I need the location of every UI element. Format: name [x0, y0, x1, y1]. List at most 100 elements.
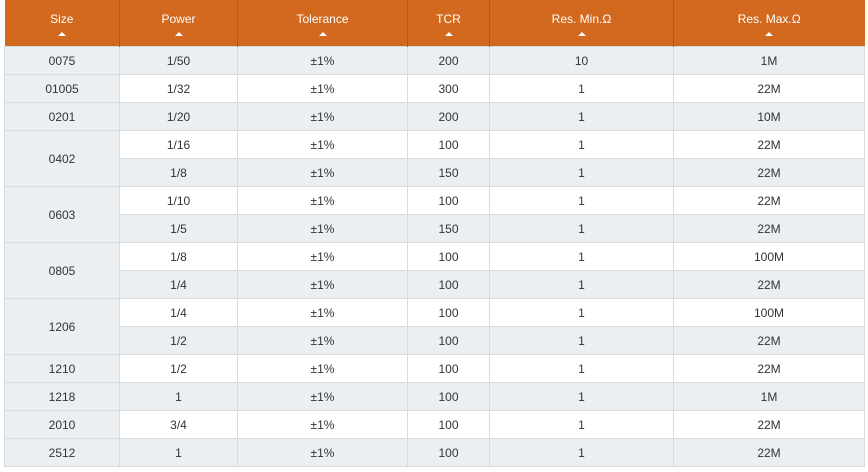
cell-tolerance: ±1%	[237, 354, 408, 383]
cell-tcr: 100	[407, 130, 490, 159]
sort-ascending-icon[interactable]	[577, 32, 586, 36]
cell-res-min: 1	[489, 186, 674, 215]
cell-power: 3/4	[119, 410, 238, 439]
cell-res-min: 1	[489, 242, 674, 271]
table-row: 0603 1/10 ±1% 100 1 22M	[4, 186, 865, 243]
column-header-tcr[interactable]: TCR	[407, 0, 490, 47]
cell-size: 1206	[4, 298, 120, 355]
cell-size: 0201	[4, 102, 120, 131]
cell-res-min: 1	[489, 158, 674, 187]
cell-res-min: 1	[489, 74, 674, 103]
column-header-res-max[interactable]: Res. Max.Ω	[673, 0, 865, 47]
table-row: 1/4 ±1% 100 1 22M	[5, 270, 865, 299]
column-header-label: Size	[50, 12, 74, 26]
table-row: 1206 1/4 ±1% 100 1 100M	[4, 298, 865, 355]
table-row: 01005 1/32 ±1% 300 1 22M	[4, 74, 865, 103]
column-header-power[interactable]: Power	[119, 0, 238, 47]
cell-tcr: 100	[407, 438, 490, 467]
cell-res-max: 22M	[673, 74, 865, 103]
cell-tolerance: ±1%	[237, 326, 408, 355]
cell-res-max: 22M	[673, 214, 865, 243]
cell-res-max: 22M	[673, 130, 865, 159]
header-row: Size Power Tolerance TCR Res. Min.Ω Res. Max.…	[4, 0, 865, 47]
cell-size: 2512	[4, 438, 120, 467]
cell-res-min: 1	[489, 298, 674, 327]
cell-tcr: 100	[407, 382, 490, 411]
cell-res-max: 100M	[673, 242, 865, 271]
cell-res-max: 10M	[673, 102, 865, 131]
cell-tcr: 300	[407, 74, 490, 103]
column-header-label: Tolerance	[296, 12, 349, 26]
table-row: 0201 1/20 ±1% 200 1 10M	[4, 102, 865, 131]
cell-res-min: 1	[489, 354, 674, 383]
cell-tolerance: ±1%	[237, 74, 408, 103]
cell-tolerance: ±1%	[237, 186, 408, 215]
cell-res-min: 1	[489, 382, 674, 411]
cell-power: 1	[119, 382, 238, 411]
cell-power: 1/2	[119, 354, 238, 383]
cell-tolerance: ±1%	[237, 242, 408, 271]
cell-tolerance: ±1%	[237, 382, 408, 411]
column-header-label: Res. Min.Ω	[551, 12, 612, 26]
cell-res-min: 1	[489, 410, 674, 439]
sort-ascending-icon[interactable]	[765, 32, 774, 36]
column-header-tolerance[interactable]: Tolerance	[237, 0, 408, 47]
cell-size: 01005	[4, 74, 120, 103]
table-row: 1/5 ±1% 150 1 22M	[5, 214, 865, 243]
cell-size: 1218	[4, 382, 120, 411]
table-header: Size Power Tolerance TCR Res. Min.Ω Res. Max.…	[4, 0, 865, 47]
cell-power: 1/16	[119, 130, 238, 159]
column-header-size[interactable]: Size	[4, 0, 120, 47]
table-row: 2010 3/4 ±1% 100 1 22M	[4, 410, 865, 439]
sort-ascending-icon[interactable]	[318, 32, 327, 36]
cell-res-max: 22M	[673, 410, 865, 439]
cell-res-min: 10	[489, 46, 674, 75]
cell-tolerance: ±1%	[237, 158, 408, 187]
cell-tcr: 100	[407, 354, 490, 383]
cell-tcr: 150	[407, 214, 490, 243]
cell-res-max: 22M	[673, 158, 865, 187]
cell-tolerance: ±1%	[237, 410, 408, 439]
sort-ascending-icon[interactable]	[57, 32, 66, 36]
column-header-label: Power	[161, 12, 196, 26]
cell-tolerance: ±1%	[237, 102, 408, 131]
cell-power: 1/10	[119, 186, 238, 215]
cell-power: 1/4	[119, 270, 238, 299]
cell-tcr: 100	[407, 242, 490, 271]
cell-power: 1/2	[119, 326, 238, 355]
cell-size: 2010	[4, 410, 120, 439]
cell-res-max: 100M	[673, 298, 865, 327]
cell-power: 1/32	[119, 74, 238, 103]
cell-power: 1/20	[119, 102, 238, 131]
column-header-label: Res. Max.Ω	[737, 12, 801, 26]
table-row: 0075 1/50 ±1% 200 10 1M	[4, 46, 865, 75]
cell-tcr: 150	[407, 158, 490, 187]
cell-tolerance: ±1%	[237, 298, 408, 327]
cell-size: 0603	[4, 186, 120, 243]
column-header-res-min[interactable]: Res. Min.Ω	[489, 0, 674, 47]
cell-res-min: 1	[489, 438, 674, 467]
cell-size: 0075	[4, 46, 120, 75]
cell-res-min: 1	[489, 214, 674, 243]
resistor-spec-table-container: Size Power Tolerance TCR Res. Min.Ω Res. Max.…	[4, 0, 865, 467]
table-row: 0402 1/16 ±1% 100 1 22M	[4, 130, 865, 187]
cell-tcr: 100	[407, 410, 490, 439]
cell-tcr: 100	[407, 326, 490, 355]
resistor-spec-table: Size Power Tolerance TCR Res. Min.Ω Res. Max.…	[4, 0, 865, 467]
cell-res-min: 1	[489, 102, 674, 131]
sort-ascending-icon[interactable]	[174, 32, 183, 36]
cell-res-max: 22M	[673, 270, 865, 299]
sort-ascending-icon[interactable]	[444, 32, 453, 36]
cell-res-max: 22M	[673, 326, 865, 355]
cell-tolerance: ±1%	[237, 270, 408, 299]
cell-power: 1/8	[119, 242, 238, 271]
cell-power: 1/4	[119, 298, 238, 327]
table-row: 1218 1 ±1% 100 1 1M	[4, 382, 865, 411]
cell-power: 1/8	[119, 158, 238, 187]
cell-res-min: 1	[489, 326, 674, 355]
cell-size: 1210	[4, 354, 120, 383]
table-row: 0805 1/8 ±1% 100 1 100M	[4, 242, 865, 299]
table-row: 1/8 ±1% 150 1 22M	[5, 158, 865, 187]
cell-res-max: 1M	[673, 46, 865, 75]
cell-res-min: 1	[489, 130, 674, 159]
